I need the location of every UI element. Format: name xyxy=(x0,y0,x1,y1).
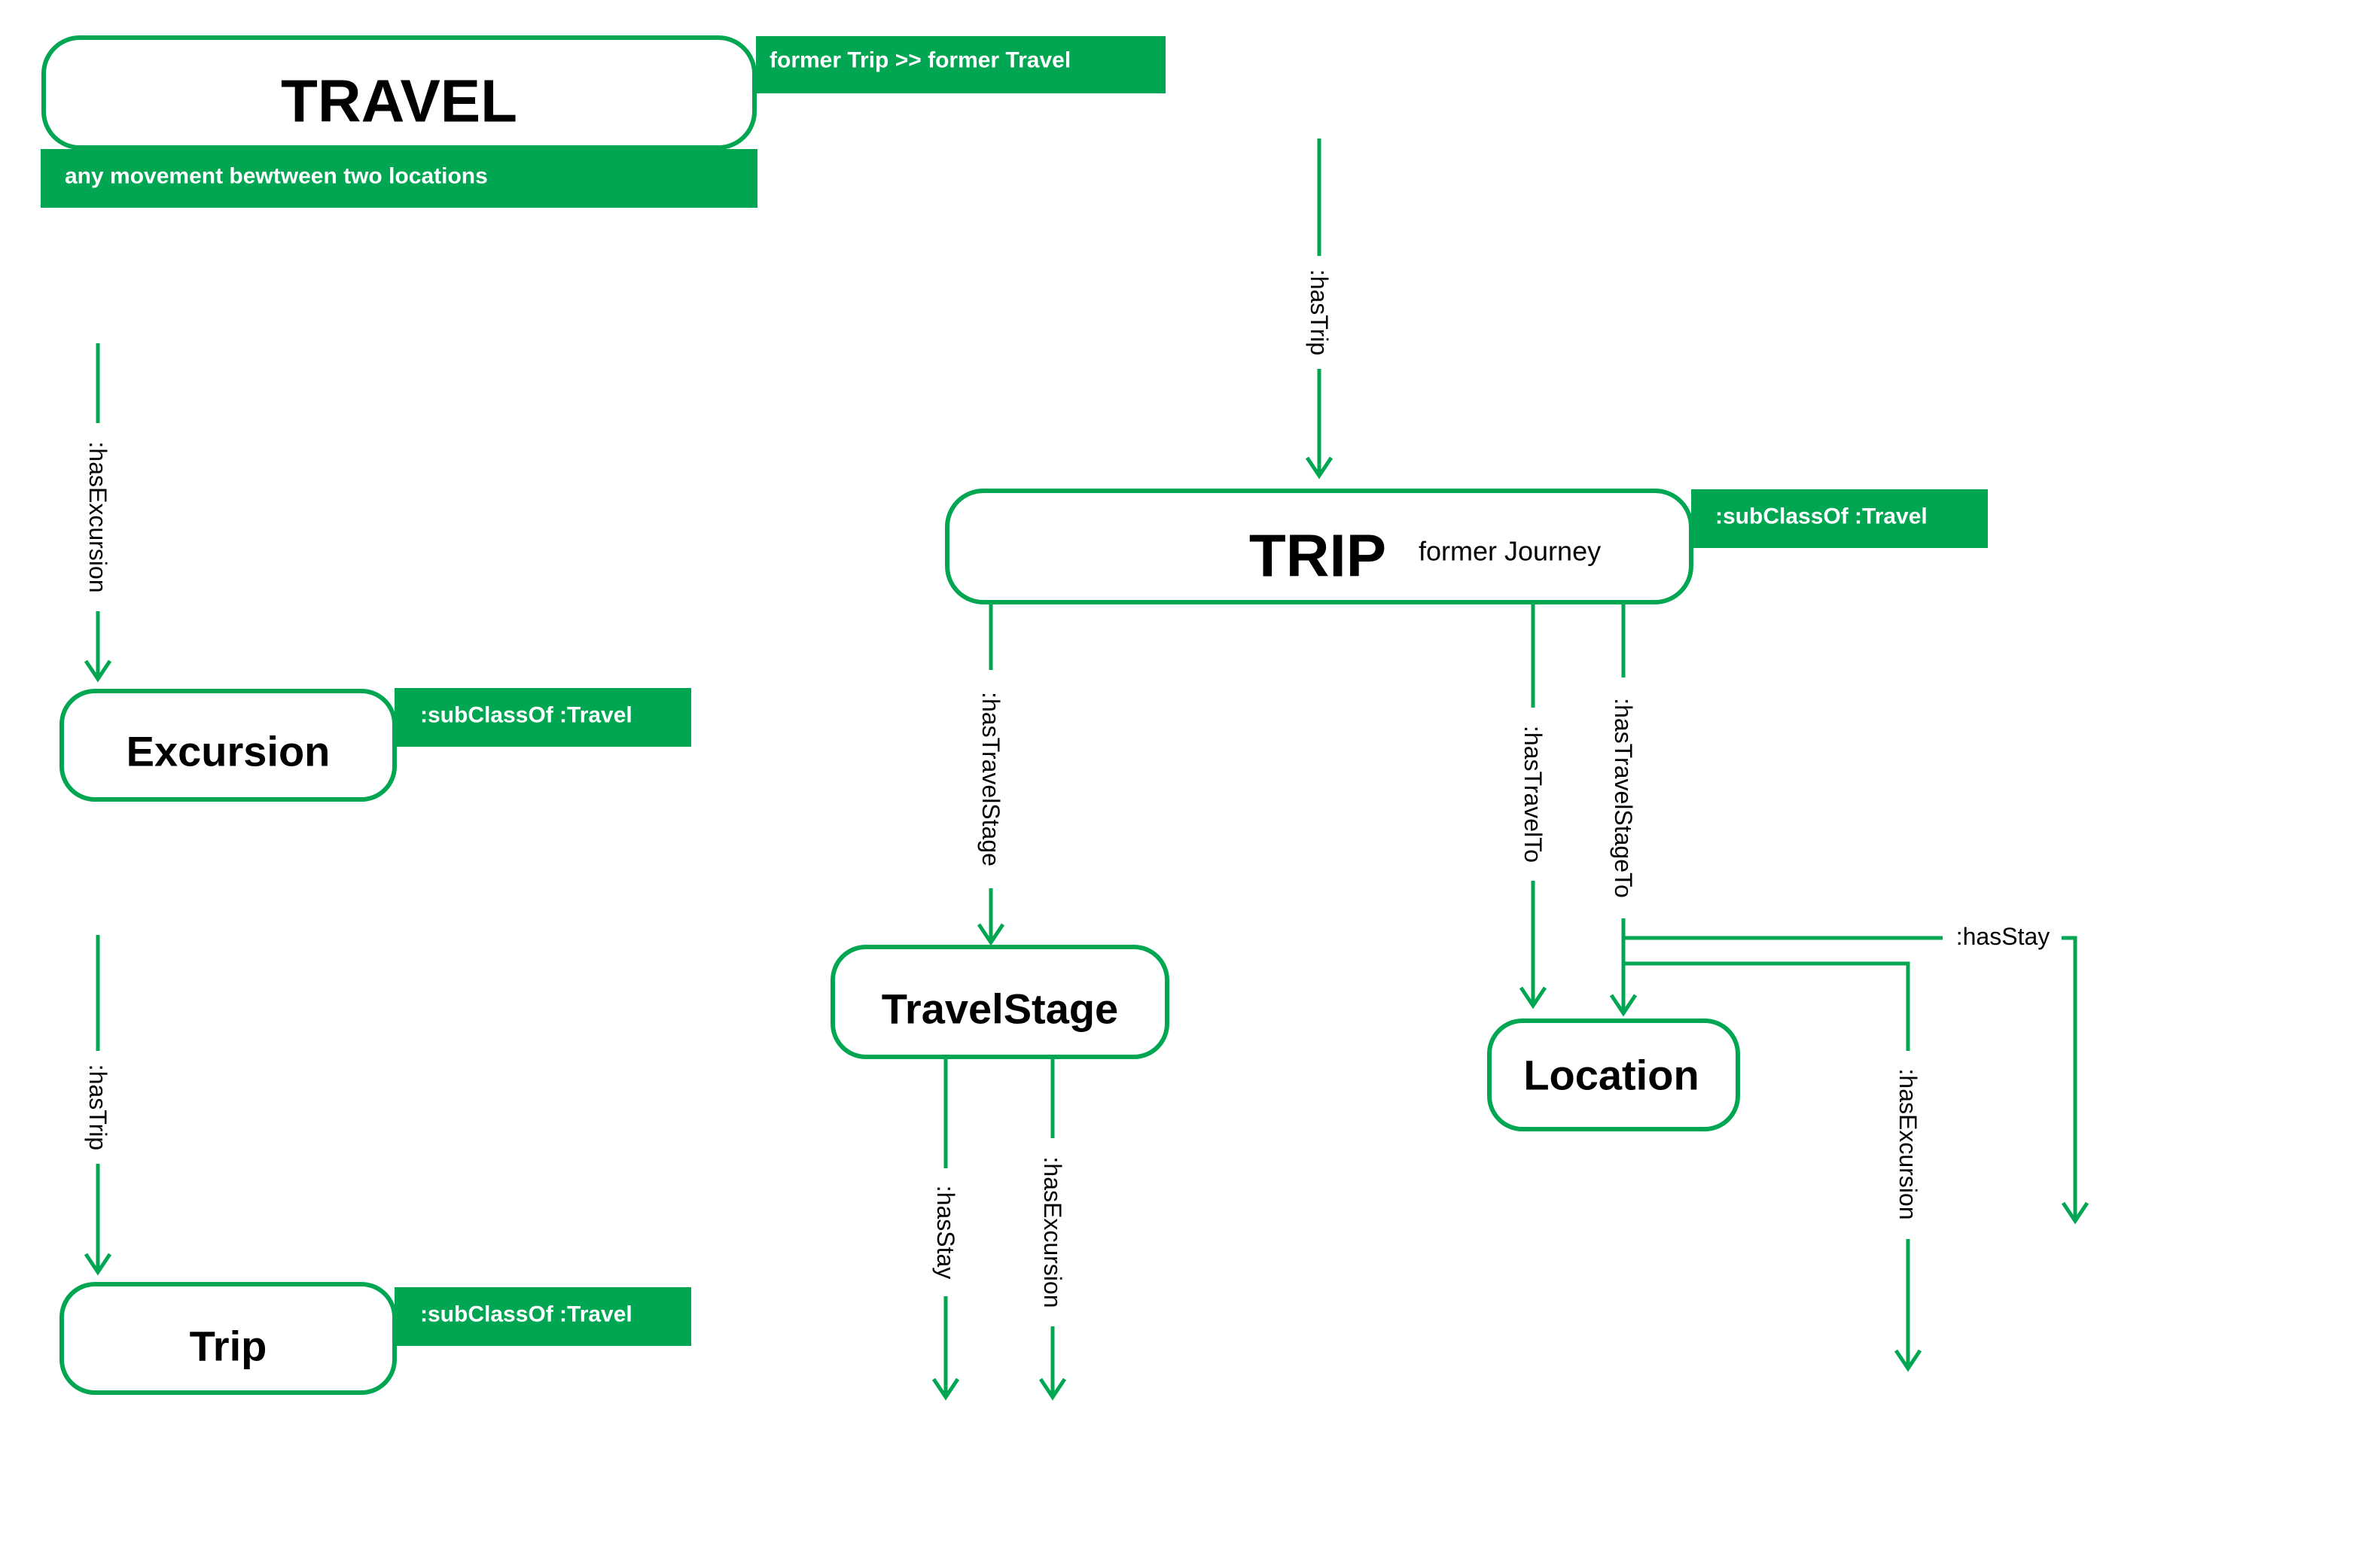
travel-stage-node-label: TravelStage xyxy=(882,985,1118,1033)
trip-small-node-label: Trip xyxy=(190,1323,267,1370)
edge-has-travel-stage-to: :hasTravelStageTo xyxy=(1608,604,1638,1017)
travel-node[interactable]: TRAVEL xyxy=(41,35,757,150)
edge-has-stay-location: :hasStay xyxy=(1623,923,2089,1225)
edge-has-travel-to: :hasTravelTo xyxy=(1518,604,1548,1009)
edge-has-stay-location-label: :hasStay xyxy=(1956,923,2050,950)
travel-description-label: any movement bewtween two locations xyxy=(65,164,488,189)
excursion-node-label: Excursion xyxy=(126,728,331,775)
excursion-node[interactable]: Excursion xyxy=(59,689,397,802)
travel-tag-label: former Trip >> former Travel xyxy=(770,48,1071,73)
edge-has-excursion-stage: :hasExcursion xyxy=(1038,1058,1068,1401)
trip-node-label: TRIP xyxy=(1249,522,1386,589)
edge-has-trip-top-label: :hasTrip xyxy=(1306,269,1333,355)
excursion-tag-label: :subClassOf :Travel xyxy=(420,703,632,728)
edge-has-excursion-location: :hasExcursion xyxy=(1623,961,1923,1372)
edge-has-trip-left-label: :hasTrip xyxy=(84,1064,111,1150)
edge-has-excursion-location-label: :hasExcursion xyxy=(1894,1069,1922,1220)
travel-stage-node[interactable]: TravelStage xyxy=(831,945,1169,1059)
location-node[interactable]: Location xyxy=(1487,1018,1740,1131)
edge-has-excursion-stage-label: :hasExcursion xyxy=(1039,1157,1066,1308)
excursion-tag: :subClassOf :Travel xyxy=(395,688,691,747)
trip-tag-label: :subClassOf :Travel xyxy=(1715,504,1928,529)
edge-has-travel-stage-label: :hasTravelStage xyxy=(977,692,1004,866)
trip-small-tag-label: :subClassOf :Travel xyxy=(420,1302,632,1327)
trip-small-node[interactable]: Trip xyxy=(59,1282,397,1395)
location-node-label: Location xyxy=(1523,1052,1699,1099)
travel-tag: former Trip >> former Travel xyxy=(756,36,1166,93)
trip-node[interactable]: TRIP former Journey xyxy=(945,489,1693,604)
trip-small-tag: :subClassOf :Travel xyxy=(395,1287,691,1346)
edge-has-travel-to-label: :hasTravelTo xyxy=(1519,726,1547,863)
trip-tag: :subClassOf :Travel xyxy=(1691,489,1988,548)
edge-has-excursion-left: :hasExcursion xyxy=(83,343,113,683)
travel-node-label: TRAVEL xyxy=(281,68,517,135)
edge-has-trip-left: :hasTrip xyxy=(83,935,113,1276)
edge-has-excursion-left-label: :hasExcursion xyxy=(84,442,111,593)
edge-has-stay-stage: :hasStay xyxy=(931,1058,961,1401)
edge-has-travel-stage: :hasTravelStage xyxy=(976,604,1006,946)
trip-node-note: former Journey xyxy=(1419,536,1601,567)
edge-has-trip-top: :hasTrip xyxy=(1304,139,1334,480)
edge-has-stay-stage-label: :hasStay xyxy=(932,1186,959,1280)
edge-has-travel-stage-to-label: :hasTravelStageTo xyxy=(1610,698,1637,898)
travel-description: any movement bewtween two locations xyxy=(41,149,757,208)
